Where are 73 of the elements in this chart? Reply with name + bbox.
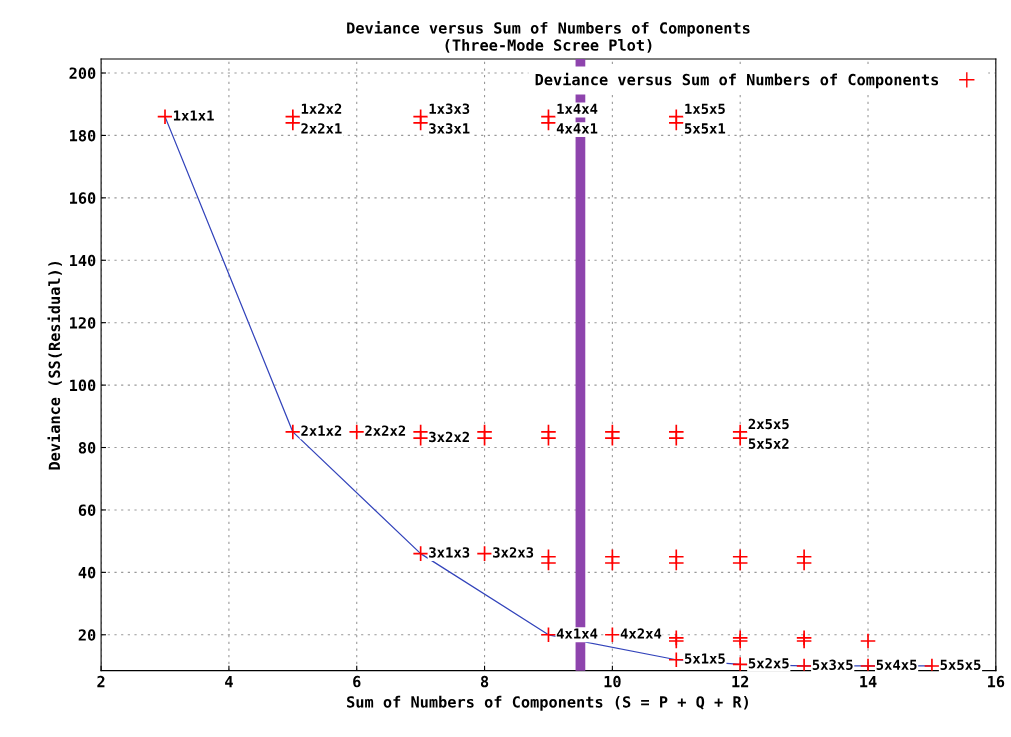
x-tick-label: 10 [604,675,621,688]
point [476,430,493,447]
point [732,554,749,572]
annotation: 3x1x3 [429,547,470,558]
point [540,430,557,447]
x-tick-label: 12 [732,675,749,688]
annotation: 2x2x1 [301,123,342,134]
y-tick-label: 100 [70,379,96,392]
y-axis-title: Deviance (SS(Residual)) [47,261,62,470]
y-tick-label: 40 [78,566,96,579]
x-tick-label: 6 [353,675,361,688]
x-tick-label: 16 [988,675,1005,688]
point [540,554,557,572]
point [668,651,685,668]
annotation: 3x2x2 [429,431,469,443]
annotation: 5x3x5 [812,659,853,671]
y-tick-label: 120 [70,317,96,329]
point [795,657,813,671]
y-tick-label: 200 [69,67,96,80]
point [476,545,493,562]
point [859,657,877,671]
point [412,114,429,132]
annotation: 5x4x5 [876,659,917,671]
point [540,114,557,132]
y-tick-label: 80 [78,441,96,454]
annotation: 1x1x1 [173,110,214,121]
annotation: 3x2x3 [493,547,534,558]
y-tick-label: 20 [78,629,96,641]
annotation: 5x5x5 [940,659,981,671]
point [284,423,301,441]
x-tick-label: 14 [860,676,877,688]
annotation: 1x3x3 [429,103,470,115]
annotation: 1x4x4 [557,103,598,114]
point [732,430,749,447]
x-axis-title: Sum of Numbers of Components (S = P + Q + R) [347,695,748,711]
point [668,430,685,447]
point [668,114,685,132]
point [348,423,365,441]
annotation: 5x1x5 [684,653,725,664]
annotation: 4x4x1 [556,123,598,134]
point [156,108,174,125]
annotation: 5x2x5 [748,657,789,669]
point [859,632,877,650]
annotation: 3x3x1 [429,123,470,134]
point [284,114,301,132]
y-tick-label: 180 [70,129,96,142]
y-tick-label: 160 [70,192,96,204]
legend-label: Deviance versus Sum of Numbers of Components [535,72,939,89]
annotation: 2x5x5 [748,418,789,430]
annotation: 1x2x2 [301,103,342,114]
point [604,554,621,572]
point [732,656,749,671]
point [795,554,813,572]
annotation: 2x2x2 [365,425,406,436]
annotation: 4x1x4 [556,628,598,639]
y-tick-label: 140 [70,254,96,267]
annotation: 5x5x2 [748,438,789,449]
point [604,430,621,447]
annotation: 2x1x2 [301,425,342,436]
annotation: 1x5x5 [685,103,725,115]
point [540,626,557,643]
x-tick-label: 8 [480,675,489,688]
point [412,545,429,562]
point [668,554,685,572]
point [923,657,941,671]
x-tick-label: 4 [225,676,233,688]
chart-title: Deviance versus Sum of Numbers of Components (Three-Mode Scree Plot) [347,21,750,53]
annotation: 4x2x4 [620,628,662,639]
x-tick-label: 2 [97,675,105,688]
point [604,626,621,643]
annotation: 5x5x1 [684,123,726,134]
y-tick-label: 60 [78,504,96,516]
point [412,430,429,447]
